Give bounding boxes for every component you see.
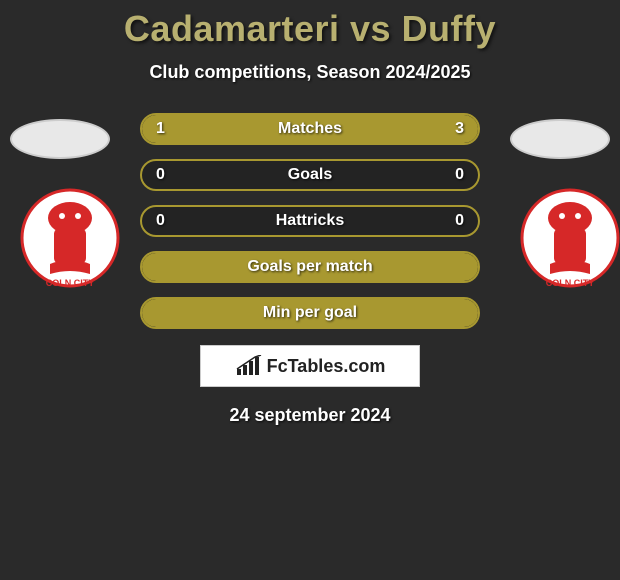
stat-bar: Min per goal <box>140 297 480 329</box>
stat-bar: 1 3 Matches <box>140 113 480 145</box>
badge-icon: COLN CITY <box>20 178 120 298</box>
bar-fill-left <box>142 115 226 143</box>
svg-text:COLN CITY: COLN CITY <box>46 278 95 288</box>
club-badge-right: COLN CITY <box>520 178 620 298</box>
brand-text: FcTables.com <box>267 356 386 377</box>
stat-bars: 1 3 Matches 0 0 Goals 0 0 Hattricks Goals per mat… <box>140 113 480 329</box>
player-avatar-right <box>510 119 610 159</box>
stat-label: Min per goal <box>263 304 357 322</box>
svg-text:COLN CITY: COLN CITY <box>546 278 595 288</box>
stat-label: Goals per match <box>247 258 372 276</box>
page-title: Cadamarteri vs Duffy <box>0 8 620 50</box>
stat-value-right: 0 <box>455 166 464 184</box>
stat-value-left: 1 <box>156 120 165 138</box>
bar-fill-right <box>226 115 478 143</box>
stat-bar: 0 0 Hattricks <box>140 205 480 237</box>
stat-value-left: 0 <box>156 166 165 184</box>
player-avatar-left <box>10 119 110 159</box>
chart-bars-icon <box>235 355 263 377</box>
brand-box: FcTables.com <box>200 345 420 387</box>
stat-bar: 0 0 Goals <box>140 159 480 191</box>
stat-value-left: 0 <box>156 212 165 230</box>
infographic-container: Cadamarteri vs Duffy Club competitions, … <box>0 0 620 426</box>
stat-label: Hattricks <box>276 212 344 230</box>
stat-value-right: 3 <box>455 120 464 138</box>
stat-label: Goals <box>288 166 332 184</box>
footer-date: 24 september 2024 <box>0 405 620 426</box>
stat-bar: Goals per match <box>140 251 480 283</box>
badge-icon: COLN CITY <box>520 178 620 298</box>
stats-area: COLN CITY COLN CITY 1 3 Matches 0 0 Goals 0 0 Ha… <box>0 113 620 426</box>
stat-value-right: 0 <box>455 212 464 230</box>
subtitle: Club competitions, Season 2024/2025 <box>0 62 620 83</box>
stat-label: Matches <box>278 120 342 138</box>
club-badge-left: COLN CITY <box>20 178 120 298</box>
